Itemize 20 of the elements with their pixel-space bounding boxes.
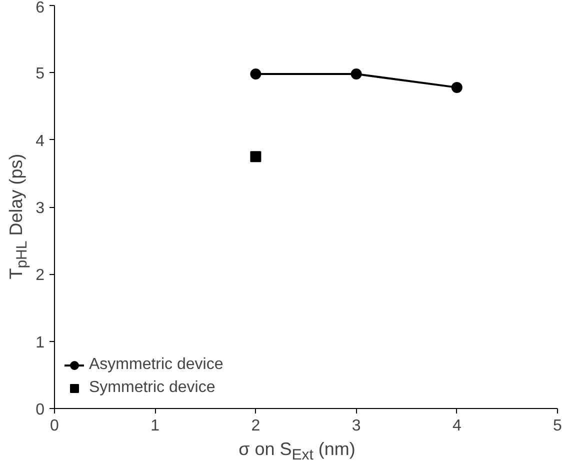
point bbox=[451, 82, 462, 93]
y-tick-label: 4 bbox=[36, 132, 45, 150]
point bbox=[250, 68, 262, 80]
x-tick-label: 0 bbox=[50, 418, 60, 434]
y-tick-label: 0 bbox=[36, 402, 45, 418]
x-tick-label: 5 bbox=[553, 418, 562, 434]
legend-label: Asymmetric device bbox=[89, 356, 224, 374]
point bbox=[350, 68, 362, 80]
legend-label: Symmetric device bbox=[89, 379, 216, 397]
y-tick-label: 5 bbox=[36, 66, 45, 83]
y-tick-label: 1 bbox=[36, 334, 45, 352]
point bbox=[250, 151, 262, 162]
y-tick-label: 3 bbox=[36, 200, 45, 217]
x-tick-label: 4 bbox=[452, 418, 462, 434]
x-axis-title: σ on S$_{Ext}$ (nm) bbox=[238, 438, 356, 465]
y-tick-label: 2 bbox=[36, 267, 45, 284]
x-tick-label: 3 bbox=[352, 418, 361, 434]
x-tick-label: 1 bbox=[150, 418, 160, 434]
x-tick-label: 2 bbox=[251, 418, 260, 434]
y-tick-label: 6 bbox=[36, 0, 45, 16]
